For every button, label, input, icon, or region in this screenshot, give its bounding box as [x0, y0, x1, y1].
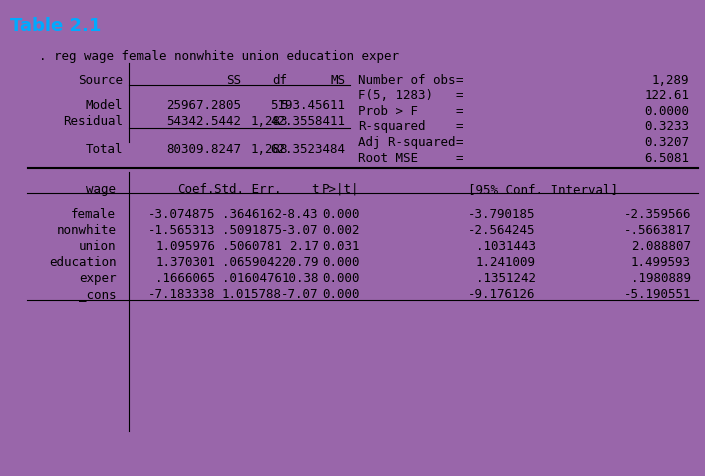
Text: 5193.45611: 5193.45611 [271, 99, 345, 111]
Text: 0.002: 0.002 [322, 224, 360, 237]
Text: female: female [71, 208, 116, 221]
Text: =: = [456, 74, 463, 87]
Text: 0.000: 0.000 [322, 256, 360, 268]
Text: Source: Source [78, 74, 123, 87]
Text: Number of obs: Number of obs [358, 74, 455, 87]
Text: 0.000: 0.000 [322, 208, 360, 221]
Text: -8.43: -8.43 [281, 208, 319, 221]
Text: Std. Err.: Std. Err. [214, 182, 282, 195]
Text: -3.074875: -3.074875 [147, 208, 215, 221]
Text: 1.015788: 1.015788 [222, 287, 282, 300]
Text: .5060781: .5060781 [222, 239, 282, 252]
Text: .1980889: .1980889 [631, 271, 691, 284]
Text: -3.790185: -3.790185 [468, 208, 536, 221]
Text: Model: Model [86, 99, 123, 111]
Text: Residual: Residual [63, 115, 123, 128]
Text: -2.359566: -2.359566 [623, 208, 691, 221]
Text: R-squared: R-squared [358, 120, 426, 133]
Text: =: = [456, 105, 463, 118]
Text: t: t [311, 182, 319, 195]
Text: MS: MS [331, 74, 345, 87]
Text: =: = [456, 136, 463, 149]
Text: 5: 5 [280, 99, 288, 111]
Text: .5091875: .5091875 [222, 224, 282, 237]
Text: -1.565313: -1.565313 [147, 224, 215, 237]
Text: .1351242: .1351242 [476, 271, 536, 284]
Text: 42.3558411: 42.3558411 [271, 115, 345, 128]
Text: 0.000: 0.000 [322, 287, 360, 300]
Text: -5.190551: -5.190551 [623, 287, 691, 300]
Text: -7.07: -7.07 [281, 287, 319, 300]
Text: 10.38: 10.38 [281, 271, 319, 284]
Text: df: df [273, 74, 288, 87]
Text: 1.095976: 1.095976 [155, 239, 215, 252]
Text: 1,288: 1,288 [250, 143, 288, 156]
Text: 0.0000: 0.0000 [644, 105, 689, 118]
Text: wage: wage [86, 182, 116, 195]
Text: 54342.5442: 54342.5442 [166, 115, 241, 128]
Text: Table 2.1: Table 2.1 [10, 17, 102, 35]
Text: 1,289: 1,289 [652, 74, 689, 87]
Text: 1.370301: 1.370301 [155, 256, 215, 268]
Text: -3.07: -3.07 [281, 224, 319, 237]
Text: P>|t|: P>|t| [322, 182, 360, 195]
Text: 1,283: 1,283 [250, 115, 288, 128]
Text: education: education [49, 256, 116, 268]
Text: 1.241009: 1.241009 [476, 256, 536, 268]
Text: 122.61: 122.61 [644, 89, 689, 102]
Text: exper: exper [79, 271, 116, 284]
Text: 62.3523484: 62.3523484 [271, 143, 345, 156]
Text: .0160476: .0160476 [222, 271, 282, 284]
Text: 2.088807: 2.088807 [631, 239, 691, 252]
Text: =: = [456, 120, 463, 133]
Text: 0.3207: 0.3207 [644, 136, 689, 149]
Text: _cons: _cons [79, 287, 116, 300]
Text: Adj R-squared: Adj R-squared [358, 136, 455, 149]
Text: -2.564245: -2.564245 [468, 224, 536, 237]
Text: 20.79: 20.79 [281, 256, 319, 268]
Text: 25967.2805: 25967.2805 [166, 99, 241, 111]
Text: Prob > F: Prob > F [358, 105, 418, 118]
Text: 0.000: 0.000 [322, 271, 360, 284]
Text: 1.499593: 1.499593 [631, 256, 691, 268]
Text: 80309.8247: 80309.8247 [166, 143, 241, 156]
Text: =: = [456, 151, 463, 164]
Text: .3646162: .3646162 [222, 208, 282, 221]
Text: Total: Total [86, 143, 123, 156]
Text: .1666065: .1666065 [155, 271, 215, 284]
Text: 6.5081: 6.5081 [644, 151, 689, 164]
Text: union: union [79, 239, 116, 252]
Text: [95% Conf. Interval]: [95% Conf. Interval] [468, 182, 618, 195]
Text: -.5663817: -.5663817 [623, 224, 691, 237]
Text: -9.176126: -9.176126 [468, 287, 536, 300]
Text: Coef.: Coef. [178, 182, 215, 195]
Text: Root MSE: Root MSE [358, 151, 418, 164]
Text: 0.031: 0.031 [322, 239, 360, 252]
Text: 0.3233: 0.3233 [644, 120, 689, 133]
Text: F(5, 1283): F(5, 1283) [358, 89, 433, 102]
Text: =: = [456, 89, 463, 102]
Text: 2.17: 2.17 [288, 239, 319, 252]
Text: -7.183338: -7.183338 [147, 287, 215, 300]
Text: nonwhite: nonwhite [56, 224, 116, 237]
Text: .1031443: .1031443 [476, 239, 536, 252]
Text: . reg wage female nonwhite union education exper: . reg wage female nonwhite union educati… [39, 50, 399, 63]
Text: SS: SS [226, 74, 241, 87]
Text: .0659042: .0659042 [222, 256, 282, 268]
